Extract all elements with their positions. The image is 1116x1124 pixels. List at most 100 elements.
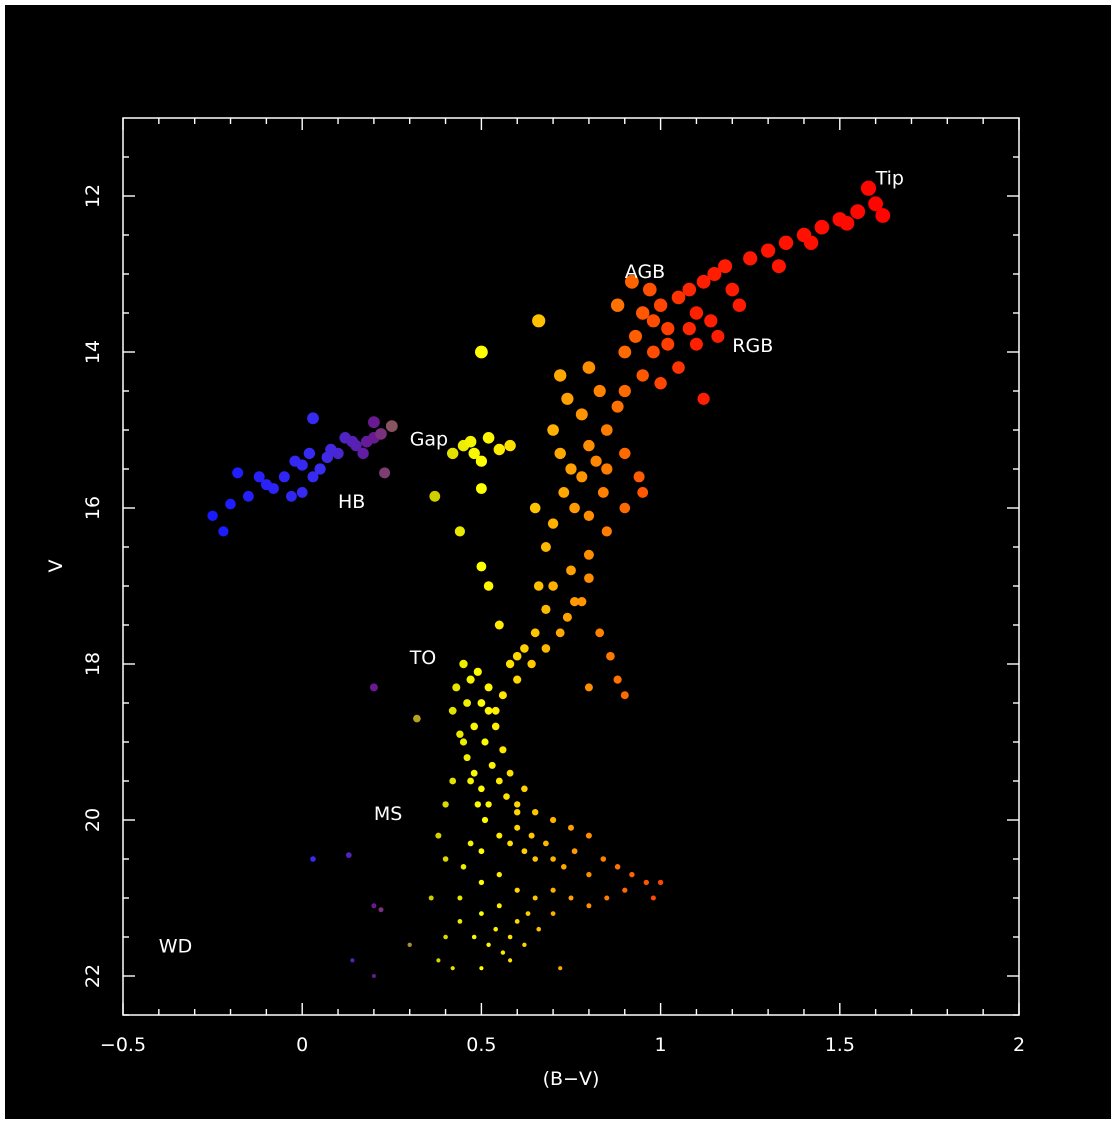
star-point xyxy=(428,895,434,901)
star-point xyxy=(620,691,629,700)
star-point xyxy=(619,447,631,460)
star-point xyxy=(600,856,607,862)
star-point xyxy=(543,840,549,847)
star-point xyxy=(470,769,478,777)
star-point xyxy=(514,801,521,808)
star-point xyxy=(584,683,593,692)
y-tick-label: 20 xyxy=(82,808,104,832)
star-point xyxy=(547,518,559,529)
star-point xyxy=(314,463,326,475)
star-point xyxy=(467,777,474,785)
star-point xyxy=(568,824,574,831)
star-point xyxy=(225,498,236,510)
points-layer xyxy=(207,180,891,978)
star-point xyxy=(375,428,387,440)
star-point xyxy=(696,274,711,289)
star-point xyxy=(496,832,503,839)
star-point xyxy=(512,651,522,661)
star-point xyxy=(514,824,521,831)
star-point xyxy=(499,746,507,754)
star-point xyxy=(481,816,489,824)
star-point xyxy=(671,290,686,305)
star-point xyxy=(442,801,449,808)
star-point xyxy=(452,683,461,692)
star-point xyxy=(513,675,522,684)
star-point xyxy=(561,392,574,405)
star-point xyxy=(593,384,606,398)
annotation-wd: WD xyxy=(159,936,192,958)
star-point xyxy=(478,785,485,793)
star-point xyxy=(619,502,631,514)
star-point xyxy=(496,903,502,909)
star-point xyxy=(514,809,521,816)
star-point xyxy=(525,911,531,916)
star-point xyxy=(569,502,580,514)
star-point xyxy=(643,879,649,886)
star-point xyxy=(507,934,513,940)
star-point xyxy=(682,322,696,336)
star-point xyxy=(541,604,551,615)
star-point xyxy=(536,926,541,932)
star-point xyxy=(583,439,595,452)
annotation-ms: MS xyxy=(374,803,402,825)
star-point xyxy=(622,887,628,893)
star-point xyxy=(601,463,613,475)
star-point xyxy=(629,329,642,343)
star-point xyxy=(672,361,685,374)
star-point xyxy=(442,856,449,862)
star-point xyxy=(232,467,244,479)
star-point xyxy=(558,487,570,498)
star-point xyxy=(682,282,697,297)
star-point xyxy=(479,911,484,916)
star-point xyxy=(456,730,464,738)
star-point xyxy=(449,777,457,785)
star-point xyxy=(475,345,488,359)
star-point xyxy=(521,785,528,793)
star-point xyxy=(296,459,308,471)
star-point xyxy=(565,463,577,475)
star-point xyxy=(488,761,496,769)
star-point xyxy=(614,864,621,870)
star-point xyxy=(761,243,776,258)
annotation-hb: HB xyxy=(338,491,365,513)
star-point xyxy=(443,934,448,940)
x-axis-label: (B−V) xyxy=(543,1068,600,1090)
star-point xyxy=(860,180,877,196)
ticks-layer: −0.5 0 0.5 1 1.5 2 12 14 16 18 20 22 xyxy=(82,118,1025,1056)
star-point xyxy=(584,573,594,583)
star-point xyxy=(583,549,594,560)
star-point xyxy=(586,903,592,909)
star-point xyxy=(771,259,786,274)
star-point xyxy=(484,683,493,692)
star-point xyxy=(468,447,480,460)
star-point xyxy=(532,314,546,328)
star-point xyxy=(577,597,587,607)
star-point xyxy=(477,699,486,707)
star-point xyxy=(471,934,477,940)
star-point xyxy=(647,345,660,359)
star-point xyxy=(253,471,265,483)
star-point xyxy=(385,420,398,432)
star-point xyxy=(503,793,510,800)
star-point xyxy=(459,738,468,746)
star-point xyxy=(532,856,538,862)
star-point xyxy=(625,274,639,289)
star-point xyxy=(307,471,319,483)
star-point xyxy=(778,235,794,250)
star-point xyxy=(450,966,455,971)
star-point xyxy=(481,738,489,746)
star-point xyxy=(532,895,538,901)
annotation-gap: Gap xyxy=(410,429,448,451)
star-point xyxy=(479,966,484,971)
plot-area-border xyxy=(122,117,1020,1016)
star-point xyxy=(629,871,635,878)
star-point xyxy=(478,879,485,886)
star-point xyxy=(689,306,704,320)
star-point xyxy=(475,455,487,467)
star-point xyxy=(325,443,337,456)
star-point xyxy=(540,542,551,552)
star-point xyxy=(548,581,558,591)
star-point xyxy=(636,369,649,382)
star-point xyxy=(371,974,376,978)
star-point xyxy=(743,251,758,266)
